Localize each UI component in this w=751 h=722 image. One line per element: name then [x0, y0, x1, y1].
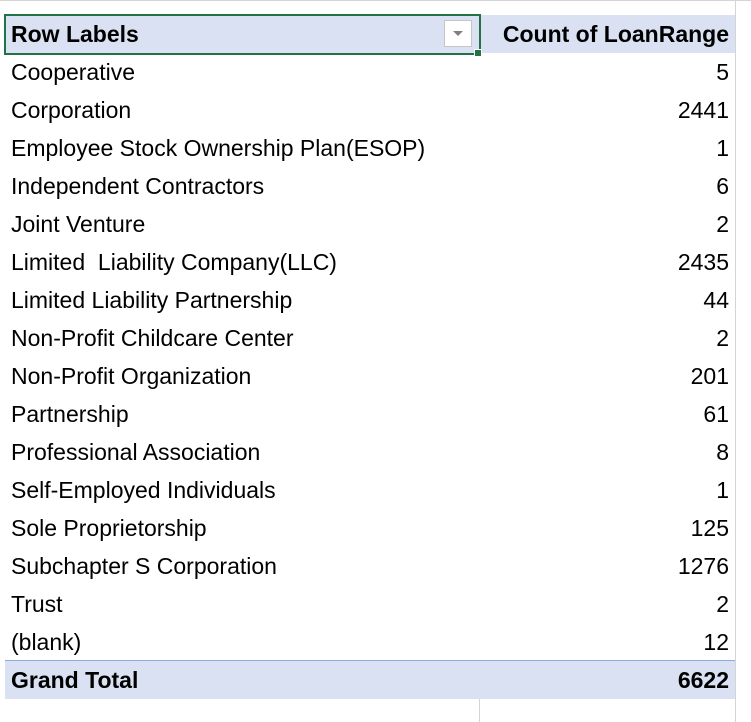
total-label: Grand Total — [11, 667, 139, 693]
row-count: 2441 — [677, 97, 729, 123]
row-count: 2 — [716, 325, 729, 351]
data-row: Limited Liability Partnership 44 — [5, 281, 735, 319]
data-row: Trust 2 — [5, 585, 735, 623]
filter-dropdown[interactable] — [444, 20, 472, 47]
dropdown-arrow — [453, 31, 463, 36]
row-label: Trust — [11, 591, 63, 617]
data-row: Independent Contractors 6 — [5, 167, 735, 205]
data-row: Sole Proprietorship 125 — [5, 509, 735, 547]
row-label: Cooperative — [11, 59, 136, 85]
data-row: Corporation 2441 — [5, 91, 735, 129]
data-row: Joint Venture 2 — [5, 205, 735, 243]
row-count: 61 — [703, 401, 729, 427]
data-row: Partnership 61 — [5, 395, 735, 433]
total-value: 6622 — [677, 667, 729, 693]
row-label: Employee Stock Ownership Plan(ESOP) — [11, 135, 426, 161]
row-count: 1 — [716, 477, 729, 503]
row-count: 2 — [716, 211, 729, 237]
data-row: Self-Employed Individuals 1 — [5, 471, 735, 509]
header-cell: Count of LoanRange — [502, 21, 729, 47]
header-cell: Row Labels — [11, 21, 139, 47]
row-count: 1 — [716, 135, 729, 161]
header-row: Row Labels Count of LoanRange — [5, 15, 735, 53]
data-row: Limited Liability Company(LLC) 2435 — [5, 243, 735, 281]
row-count: 1276 — [677, 553, 729, 579]
fill-handle[interactable] — [474, 49, 482, 57]
data-row: Cooperative 5 — [5, 53, 735, 91]
grid-line — [735, 0, 736, 722]
row-label: Limited Liability Partnership — [11, 287, 293, 313]
row-count: 12 — [703, 629, 729, 655]
row-count: 8 — [716, 439, 729, 465]
data-row: (blank) 12 — [5, 623, 735, 661]
row-count: 2435 — [677, 249, 729, 275]
row-label: Subchapter S Corporation — [11, 553, 277, 579]
row-label: Self-Employed Individuals — [11, 477, 276, 503]
data-row: Professional Association 8 — [5, 433, 735, 471]
data-row: Non-Profit Childcare Center 2 — [5, 319, 735, 357]
row-label: Partnership — [11, 401, 129, 427]
cell-selection — [4, 14, 481, 55]
row-label: Sole Proprietorship — [11, 515, 207, 541]
row-label: Joint Venture — [11, 211, 146, 237]
row-label: Non-Profit Organization — [11, 363, 252, 389]
row-count: 44 — [703, 287, 729, 313]
grid-line — [0, 0, 751, 1]
row-count: 6 — [716, 173, 729, 199]
row-label: Limited Liability Company(LLC) — [11, 249, 337, 275]
data-row: Subchapter S Corporation 1276 — [5, 547, 735, 585]
row-label: Corporation — [11, 97, 132, 123]
row-count: 2 — [716, 591, 729, 617]
row-count: 125 — [690, 515, 729, 541]
data-row: Non-Profit Organization 201 — [5, 357, 735, 395]
row-label: Non-Profit Childcare Center — [11, 325, 294, 351]
row-label: Independent Contractors — [11, 173, 265, 199]
row-count: 5 — [716, 59, 729, 85]
grand-total-row: Grand Total 6622 — [5, 660, 735, 699]
row-label: Professional Association — [11, 439, 261, 465]
row-count: 201 — [690, 363, 729, 389]
grid-line — [479, 699, 480, 722]
row-label: (blank) — [11, 629, 82, 655]
data-row: Employee Stock Ownership Plan(ESOP) 1 — [5, 129, 735, 167]
